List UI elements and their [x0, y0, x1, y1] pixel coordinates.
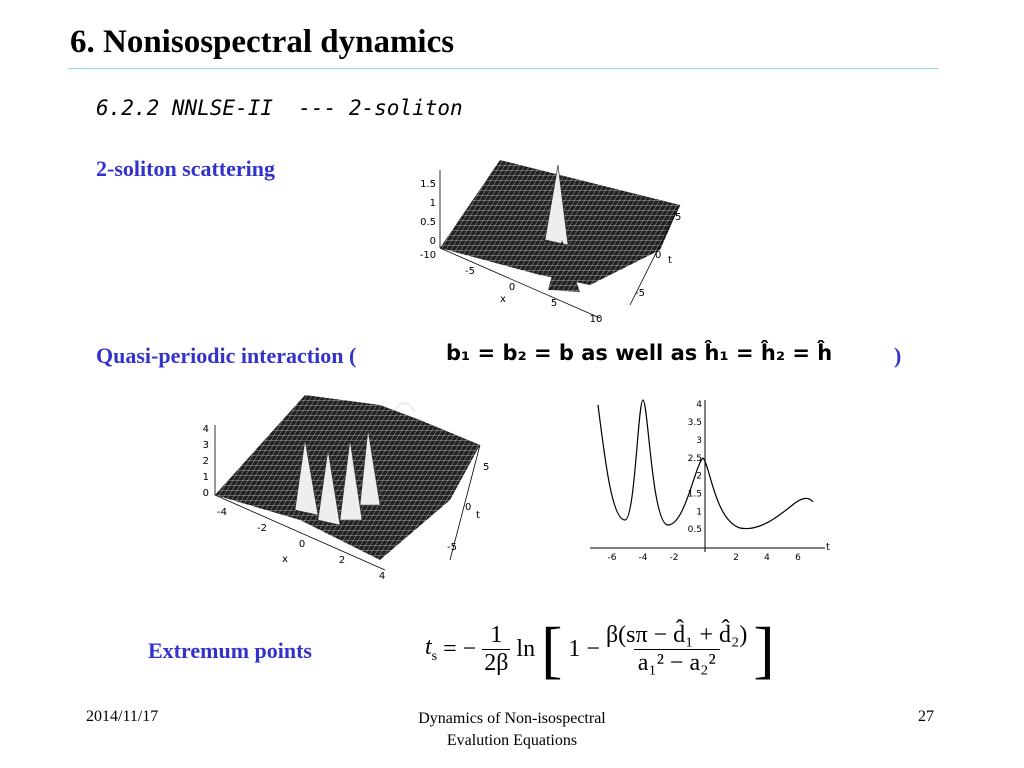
tick-label: 2 [339, 555, 345, 566]
tick-label: 1 [203, 472, 209, 483]
fraction: 1 2β [482, 622, 511, 677]
axis-label: t [476, 510, 480, 521]
tick-label: -2 [670, 553, 679, 563]
axis-label: t [826, 542, 830, 553]
tick-label: -5 [635, 288, 645, 299]
tick-label: -4 [639, 553, 648, 563]
formula-text: a₁² − a₂² [633, 649, 720, 677]
formula-text: 1 [490, 622, 503, 648]
axis-label: x [282, 554, 288, 565]
tick-label: 4 [203, 424, 209, 435]
axis-label: x [500, 294, 506, 305]
tick-label: 0 [430, 236, 436, 247]
footer-text: Evalution Equations [446, 732, 578, 749]
tick-label: 2.5 [688, 454, 702, 464]
tick-label: 2 [696, 472, 702, 482]
surface-plot [214, 395, 481, 571]
tick-label: 5 [483, 462, 489, 473]
tick-label: 3.5 [688, 418, 702, 428]
tick-label: 0.5 [688, 525, 702, 535]
tick-label: 0 [299, 539, 305, 550]
section-label: Quasi-periodic interaction ( [96, 343, 357, 368]
formula: ts = − 1 2β ln [ 1 − β(sπ − d̂₁ + d̂₂) a… [425, 612, 775, 687]
slide-title: 6. Nonisospectral dynamics [70, 24, 455, 60]
tick-label: 0 [465, 502, 471, 513]
footer-date: 2014/11/17 [86, 708, 159, 725]
tick-label: -10 [420, 250, 436, 261]
tick-label: 0 [655, 250, 661, 261]
tick-label: -2 [257, 523, 267, 534]
formula-text: s [431, 648, 438, 664]
tick-label: 4 [696, 400, 702, 410]
formula-text: ln [516, 636, 536, 662]
tick-label: 10 [590, 314, 603, 325]
formula-text: = − [443, 636, 477, 662]
formula-text: ts [425, 634, 437, 665]
formula: b₁ = b₂ = b as well as ĥ₁ = ĥ₂ = ĥ [446, 341, 833, 365]
footer-center: Dynamics of Non-isospectral Evalution Eq… [350, 708, 674, 752]
tick-label: 0 [509, 282, 515, 293]
tick-label: 1 [696, 507, 702, 517]
tick-label: -5 [447, 542, 457, 553]
tick-label: 2 [203, 456, 209, 467]
tick-label: 1 [430, 198, 436, 209]
axis-label: t [668, 255, 672, 266]
tick-label: 4 [764, 553, 770, 563]
line-plot [590, 399, 825, 552]
bracket: [ [541, 613, 563, 685]
tick-label: 5 [551, 298, 557, 309]
section-label: Extremum points [148, 638, 312, 663]
subtitle: 6.2.2 NNLSE-II --- 2-soliton [96, 96, 463, 120]
formula-text: 1 − [568, 636, 600, 662]
tick-label: 5 [675, 212, 681, 223]
title-rule [68, 68, 938, 69]
tick-label: 1.5 [688, 489, 702, 499]
tick-label: 3 [203, 440, 209, 451]
formula-text: t [425, 634, 432, 661]
tick-label: -4 [217, 507, 227, 518]
footer-page: 27 [918, 708, 934, 725]
tick-label: 6 [795, 553, 801, 563]
curve [597, 399, 814, 530]
tick-label: -5 [465, 266, 475, 277]
footer-text: Dynamics of Non-isospectral [418, 710, 606, 727]
section-label: 2-soliton scattering [96, 156, 276, 181]
tick-label: 0.5 [420, 217, 436, 228]
tick-label: -6 [608, 553, 617, 563]
formula-text: β(sπ − d̂₁ + d̂₂) [605, 622, 748, 648]
tick-label: 1.5 [420, 179, 436, 190]
surface-plot [439, 160, 681, 319]
tick-label: 0 [203, 488, 209, 499]
fraction: β(sπ − d̂₁ + d̂₂) a₁² − a₂² [606, 622, 747, 677]
tick-label: 2 [733, 553, 739, 563]
tick-label: 3 [696, 436, 702, 446]
section-label: ) [894, 343, 902, 368]
tick-label: 4 [379, 571, 385, 582]
formula-text: 2β [482, 649, 511, 676]
bracket: ] [753, 613, 775, 685]
